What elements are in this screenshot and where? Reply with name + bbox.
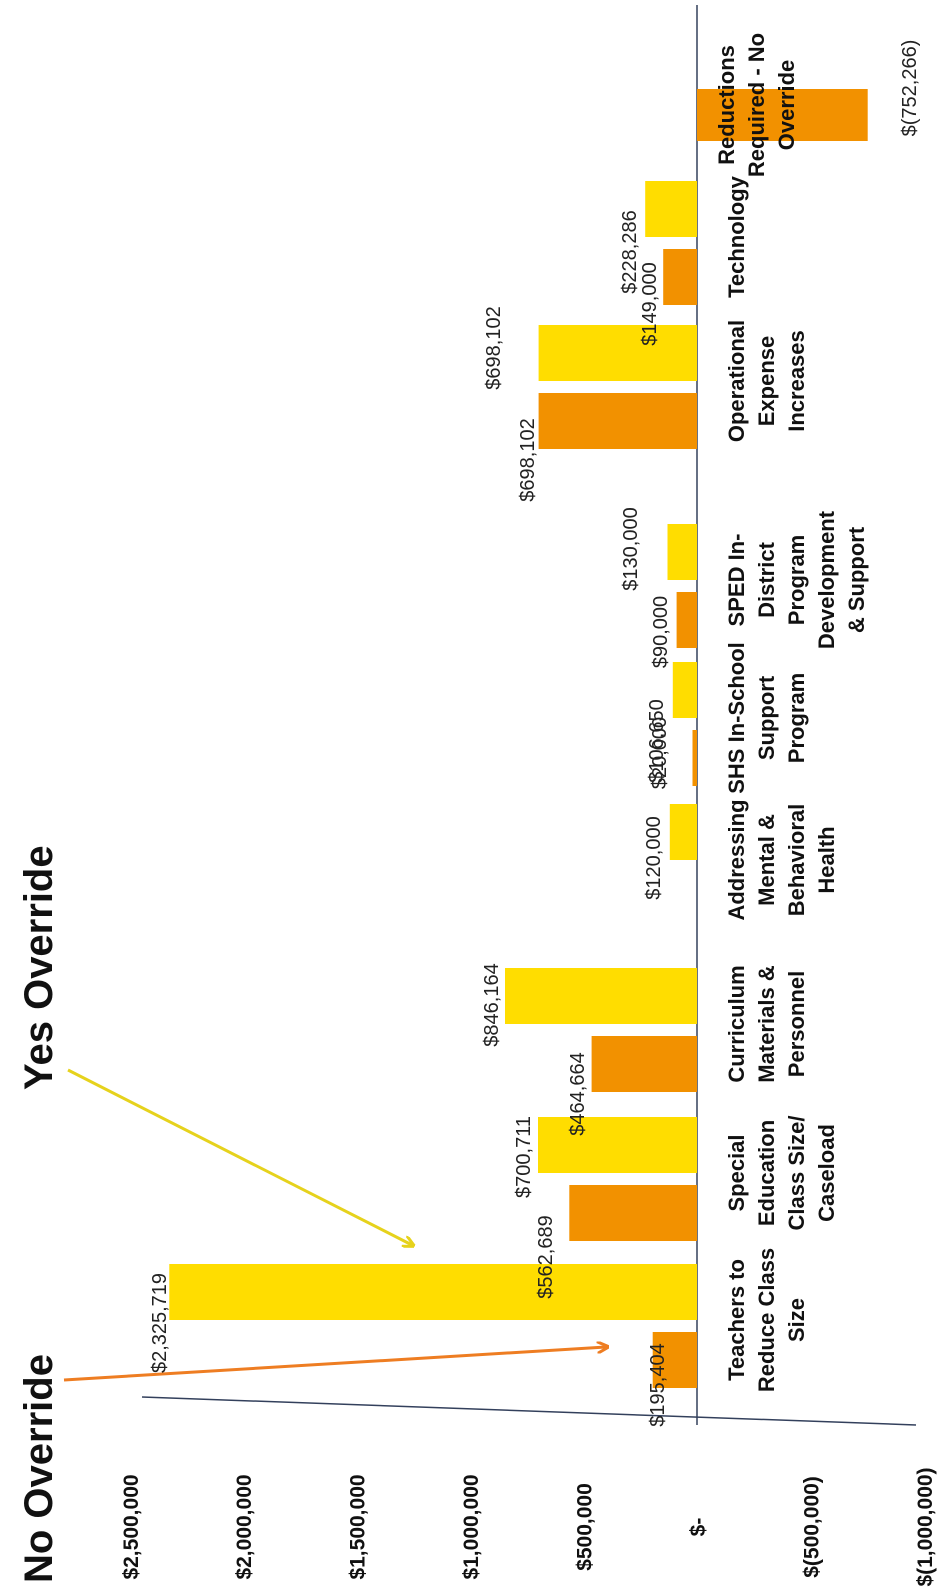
category-label: Behavioral [784, 804, 809, 917]
yes-override-bar [645, 181, 697, 237]
category-label: Reduce Class [754, 1248, 779, 1392]
category-label: Caseload [814, 1124, 839, 1222]
category-label: & Support [844, 526, 869, 633]
category-label: Support [754, 675, 779, 760]
category-label: Curriculum [724, 965, 749, 1082]
bar-value-label: $106,650 [646, 699, 668, 782]
value-tick-label: $1,500,000 [347, 1474, 370, 1579]
category-label: Override [774, 60, 799, 151]
category-label: Special [724, 1134, 749, 1211]
no-override-arrow [63, 1347, 606, 1382]
yes-override-bar [538, 1117, 697, 1173]
category-label: Class Size/ [784, 1116, 809, 1231]
yes-override-bar [538, 325, 697, 381]
value-tick-label: $(500,000) [800, 1476, 823, 1578]
no-override-bar [652, 1332, 697, 1388]
bar-value-label: $700,711 [513, 1116, 535, 1198]
bar-value-label: $90,000 [650, 596, 672, 668]
yes-override-bar [169, 1264, 698, 1320]
category-labels: Teachers to Reduce Class Size Special Educat… [714, 33, 869, 1392]
category-label: Teachers to [724, 1259, 749, 1381]
value-tick-label: $(1,000,000) [914, 1467, 937, 1586]
no-override-bar [697, 89, 868, 141]
bar-value-label: $846,164 [481, 963, 503, 1046]
category-label: SHS In-School [724, 642, 749, 794]
value-tick-label: $1,000,000 [460, 1474, 483, 1579]
bars [169, 89, 868, 1388]
category-label: Size [784, 1298, 809, 1342]
value-tick-label: $- [687, 1518, 710, 1537]
no-override-bar [676, 592, 697, 648]
value-axis-ticks: $2,500,000 $2,000,000 $1,500,000 $1,000,000… [120, 1467, 937, 1586]
value-tick-label: $2,500,000 [120, 1474, 143, 1579]
category-label: Technology [724, 175, 749, 298]
bar-value-label: $2,325,719 [149, 1273, 171, 1373]
bar-value-label: $698,102 [517, 418, 539, 501]
bar-value-label: $130,000 [620, 507, 642, 590]
bar-value-label: $464,664 [567, 1052, 589, 1135]
category-label: Mental & [754, 814, 779, 906]
no-override-bar [538, 393, 697, 449]
category-label: Increases [784, 330, 809, 432]
yes-override-bar [505, 968, 697, 1024]
yes-override-bar [669, 804, 697, 860]
no-override-bar [569, 1185, 697, 1241]
value-tick-label: $500,000 [574, 1483, 597, 1571]
yes-override-bar [667, 524, 697, 580]
category-label: Reductions [714, 45, 739, 165]
yes-override-arrow [67, 1068, 412, 1245]
category-label: Expense [754, 336, 779, 427]
category-label: Education [754, 1120, 779, 1226]
category-label: SPED In- [724, 534, 749, 627]
category-label: Personnel [784, 971, 809, 1077]
category-label: Operational [724, 320, 749, 442]
category-label: Program [784, 535, 809, 625]
bar-value-label: $195,404 [647, 1343, 669, 1426]
bar-value-label: $20,000 [649, 717, 671, 789]
bar-value-label: $562,689 [535, 1215, 557, 1298]
bar-value-label: $120,000 [643, 816, 665, 899]
category-label: Program [784, 673, 809, 763]
data-labels: $195,404 $562,689 $464,664 $20,000 $90,000 $6… [149, 40, 921, 1427]
bar-value-label: $228,286 [619, 210, 641, 293]
no-override-bar [663, 249, 697, 305]
category-label: Addressing [724, 799, 749, 920]
no-override-callout: No Override [17, 1354, 61, 1583]
value-axis-line [141, 1396, 917, 1426]
bar-value-label: $698,102 [483, 306, 505, 389]
bar-value-label: $(752,266) [899, 40, 921, 137]
yes-override-callout: Yes Override [17, 845, 61, 1090]
no-override-bar [692, 730, 697, 786]
bar-value-label: $149,000 [639, 262, 661, 345]
value-tick-label: $2,000,000 [233, 1474, 256, 1579]
category-label: Materials & [754, 965, 779, 1082]
category-label: District [754, 541, 779, 617]
no-override-bar [591, 1036, 697, 1092]
category-label: Development [814, 510, 839, 649]
yes-override-bar [672, 662, 697, 718]
category-label: Required - No [744, 33, 769, 177]
category-label: Health [814, 826, 839, 893]
